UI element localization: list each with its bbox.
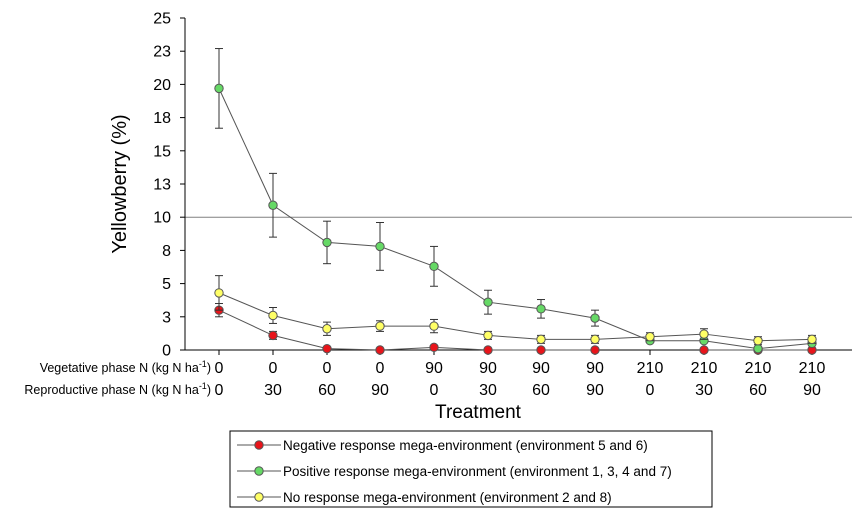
reproductive-n-label: 90 (586, 382, 604, 399)
y-tick-label: 23 (153, 44, 171, 61)
y-tick-label: 8 (162, 243, 171, 260)
vegetative-n-label: 0 (323, 360, 332, 377)
legend: Negative response mega-environment (envi… (229, 430, 713, 508)
data-point (268, 200, 278, 210)
reproductive-n-label: 90 (803, 382, 821, 399)
reproductive-n-label: 30 (695, 382, 713, 399)
vegetative-n-label: 90 (425, 360, 443, 377)
data-point (590, 313, 600, 323)
y-tick-label: 10 (153, 210, 171, 227)
legend-entry-label: Negative response mega-environment (envi… (283, 438, 648, 453)
data-point (214, 288, 224, 298)
legend-entry-label: Positive response mega-environment (envi… (283, 464, 672, 479)
vegetative-n-label: 90 (479, 360, 497, 377)
y-tick-label: 20 (153, 77, 171, 94)
reproductive-n-label: 0 (430, 382, 439, 399)
data-point (375, 321, 385, 331)
reproductive-n-label: 30 (479, 382, 497, 399)
reproductive-n-label: 30 (264, 382, 282, 399)
legend-box (229, 430, 713, 508)
series-line (218, 292, 813, 342)
axes (180, 17, 852, 355)
reproductive-n-label: 60 (532, 382, 550, 399)
treatment-row-labels: Vegetative phase N (kg N ha-1) Reproduct… (24, 359, 211, 397)
row-label-superscript: -1 (199, 359, 207, 369)
data-point (429, 321, 439, 331)
legend-entry-label: No response mega-environment (environmen… (283, 490, 612, 505)
vegetative-n-label: 90 (532, 360, 550, 377)
y-tick-label: 13 (153, 177, 171, 194)
row-label-suffix: ) (207, 361, 211, 375)
vegetative-n-label: 210 (745, 360, 772, 377)
data-point (375, 241, 385, 252)
data-point (536, 345, 546, 355)
legend-marker (254, 440, 264, 450)
y-axis-label: Yellowberry (%) (109, 114, 131, 253)
series-layer (214, 48, 817, 355)
x-tick-labels: 0 0 0 30 0 60 0 90 90 0 90 30 90 60 90 90 210 0 210 30 210 60… (215, 360, 826, 399)
data-point (268, 330, 278, 341)
vegetative-n-label: 210 (637, 360, 664, 377)
y-tick-label: 0 (162, 343, 171, 360)
legend-marker (254, 466, 264, 476)
data-point (483, 345, 493, 355)
row-label-suffix: ) (207, 383, 211, 397)
reproductive-n-label: 90 (371, 382, 389, 399)
data-point (429, 342, 439, 353)
data-point (322, 237, 332, 248)
vegetative-n-label: 210 (691, 360, 718, 377)
data-point (214, 83, 224, 94)
data-point (268, 310, 278, 321)
data-point (536, 304, 546, 314)
data-point (753, 336, 763, 346)
reproductive-n-label: 60 (749, 382, 767, 399)
vegetative-n-label: 210 (799, 360, 826, 377)
data-point (645, 332, 655, 342)
y-tick-labels: 0 3 5 8 10 13 15 18 20 23 25 (153, 11, 171, 360)
reproductive-n-label: 0 (215, 382, 224, 399)
row-label-superscript: -1 (199, 381, 207, 391)
data-point (322, 324, 332, 334)
y-tick-label: 15 (153, 143, 171, 160)
data-point (699, 345, 709, 355)
row-label-text: Vegetative phase N (kg N ha (40, 361, 199, 375)
vegetative-row-label: Vegetative phase N (kg N ha-1) (40, 359, 211, 375)
data-point (807, 334, 817, 345)
x-axis-label: Treatment (435, 402, 522, 423)
data-point (483, 297, 493, 307)
row-label-text: Reproductive phase N (kg N ha (24, 383, 198, 397)
data-point (483, 330, 493, 341)
y-tick-label: 25 (153, 11, 171, 28)
y-tick-label: 5 (162, 276, 171, 293)
data-point (590, 334, 600, 345)
legend-marker (254, 492, 264, 502)
data-point (536, 334, 546, 345)
reproductive-row-label: Reproductive phase N (kg N ha-1) (24, 381, 211, 397)
vegetative-n-label: 90 (586, 360, 604, 377)
reproductive-n-label: 0 (646, 382, 655, 399)
series-1 (214, 303, 817, 355)
reproductive-n-label: 60 (318, 382, 336, 399)
series-line (218, 309, 595, 351)
y-tick-label: 3 (162, 309, 171, 326)
data-point (753, 343, 763, 354)
vegetative-n-label: 0 (269, 360, 278, 377)
data-point (429, 261, 439, 272)
series-2 (214, 48, 817, 354)
vegetative-n-label: 0 (215, 360, 224, 377)
vegetative-n-label: 0 (376, 360, 385, 377)
series-line (218, 88, 813, 350)
data-point (590, 345, 600, 355)
y-tick-label: 18 (153, 110, 171, 127)
data-point (322, 343, 332, 354)
data-point (375, 345, 385, 355)
data-point (699, 329, 709, 339)
series-3 (214, 275, 817, 346)
